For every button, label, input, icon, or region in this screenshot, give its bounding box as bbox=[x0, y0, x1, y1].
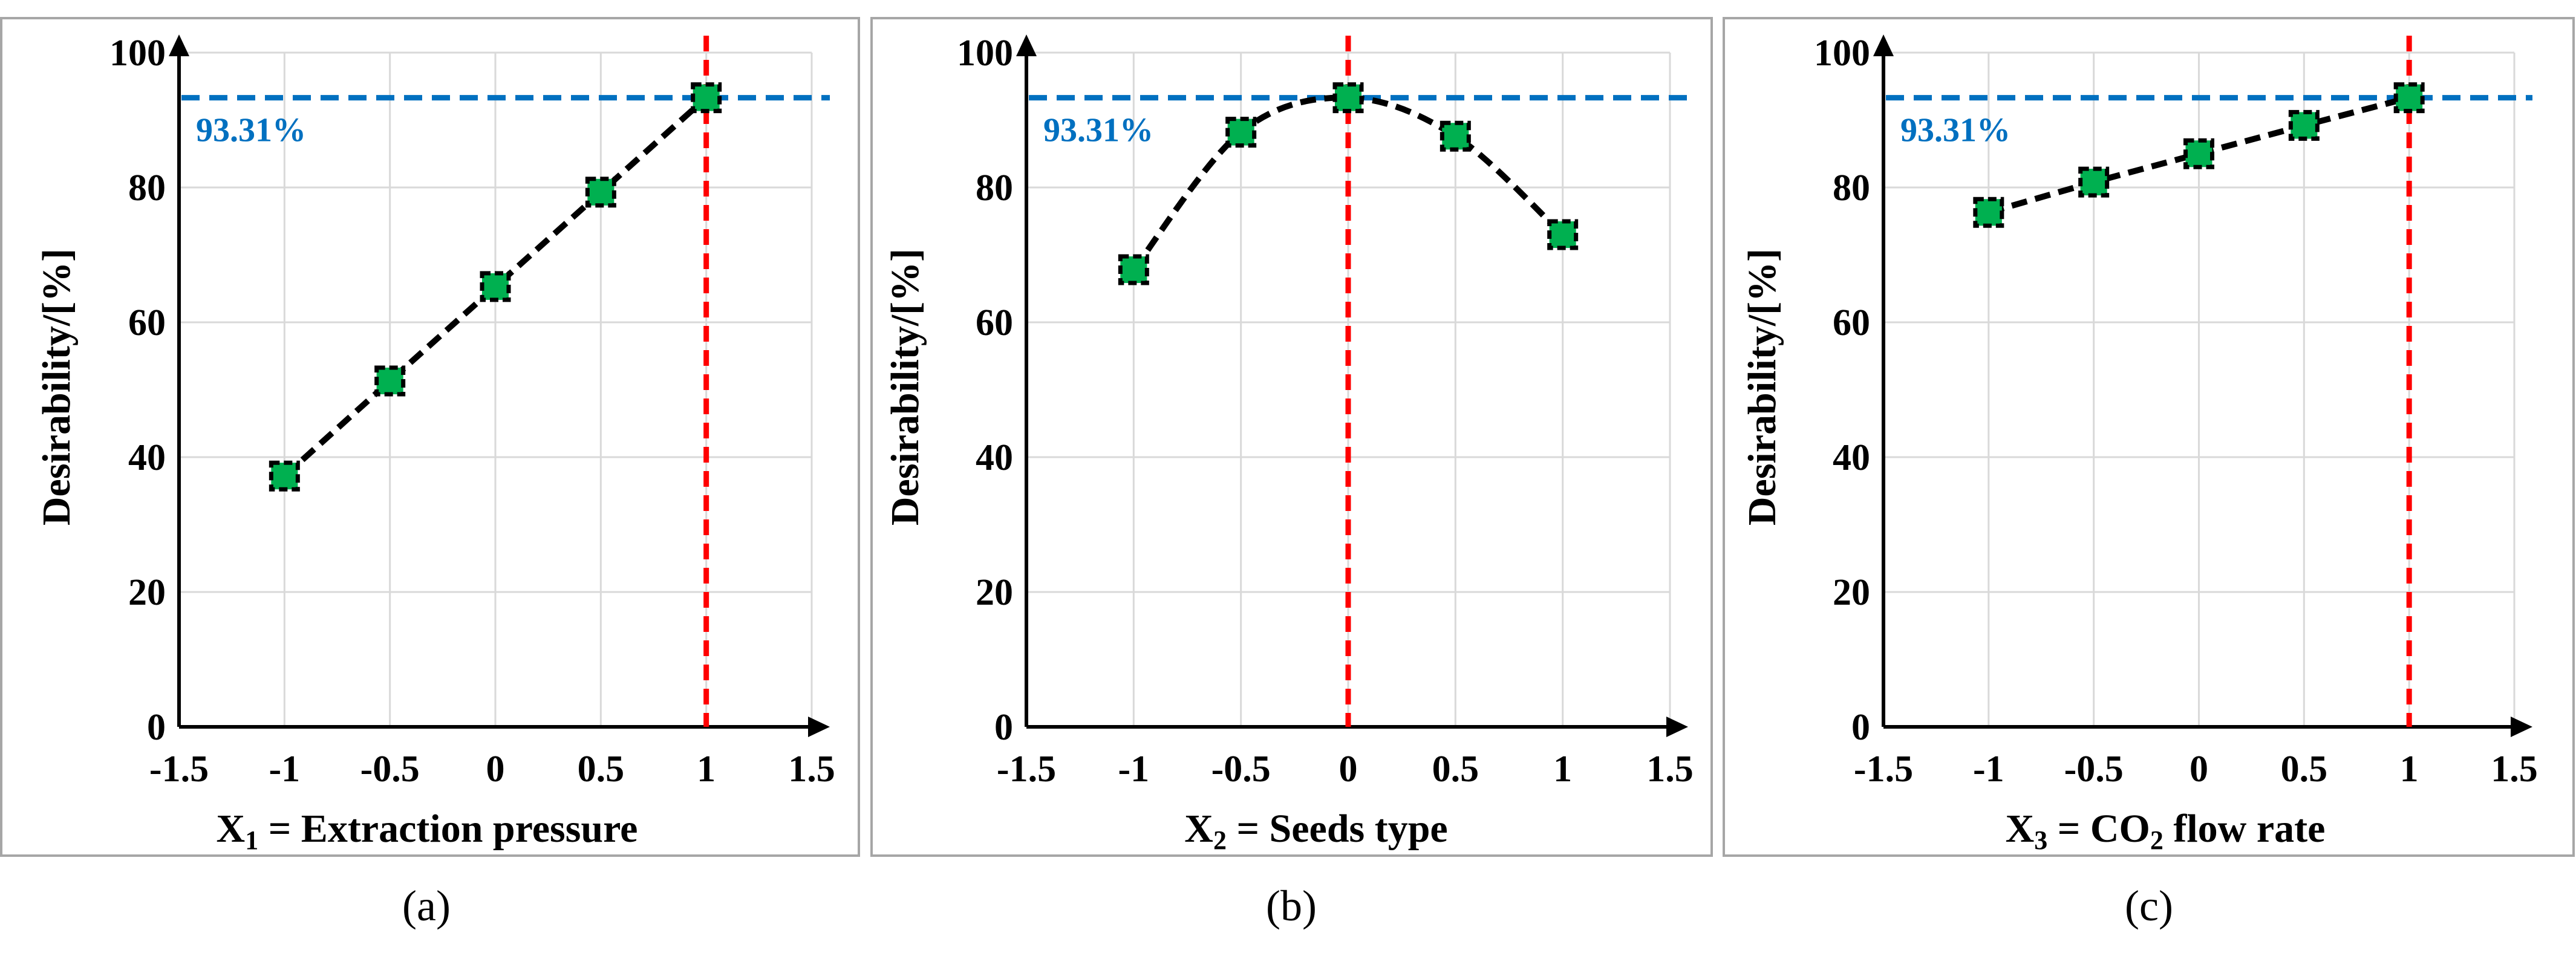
y-tick-label-c-5: 100 bbox=[1814, 33, 1870, 74]
plot-c: -1.5 -1 -0.5 0 0.5 1 1.5 0 20 40 60 80 100 93.31% bbox=[1814, 33, 2538, 790]
panel-a: -1.5 -1 -0.5 0 0.5 1 1.5 0 20 40 60 80 100 93.31% X1 … bbox=[0, 17, 860, 930]
x-tick-label-c-2: -0.5 bbox=[2064, 749, 2124, 790]
panel-c-frame bbox=[1723, 17, 2575, 857]
reference-label-a: 93.31% bbox=[196, 112, 306, 149]
y-tick-label-a-2: 40 bbox=[128, 437, 166, 478]
y-axis-arrow-a bbox=[169, 34, 189, 56]
y-tick-label-c-3: 60 bbox=[1833, 302, 1870, 343]
y-tick-label-c-0: 0 bbox=[1851, 707, 1870, 748]
y-tick-label-b-1: 20 bbox=[976, 572, 1013, 613]
series-line-b-0 bbox=[1131, 94, 1565, 272]
x-tick-label-b-6: 1.5 bbox=[1646, 749, 1694, 790]
x-tick-label-a-4: 0.5 bbox=[578, 749, 625, 790]
data-point-a-0 bbox=[269, 460, 300, 492]
data-point-b-0 bbox=[1118, 254, 1149, 285]
x-axis-arrow-a bbox=[808, 717, 830, 737]
panel-a-frame bbox=[0, 17, 860, 857]
y-axis-arrow-c bbox=[1873, 34, 1894, 56]
panel-c: -1.5 -1 -0.5 0 0.5 1 1.5 0 20 40 60 80 100 93.31% X3 … bbox=[1723, 17, 2575, 930]
data-point-c-4 bbox=[2393, 82, 2425, 114]
panel-label-a: (a) bbox=[402, 882, 451, 930]
data-point-c-0 bbox=[1973, 197, 2004, 228]
x-tick-label-c-0: -1.5 bbox=[1854, 749, 1913, 790]
data-point-c-3 bbox=[2288, 109, 2320, 141]
y-axis-title-b: Desirability/[%] bbox=[883, 249, 927, 525]
x-tick-label-a-0: -1.5 bbox=[149, 749, 209, 790]
y-tick-label-c-4: 80 bbox=[1833, 168, 1870, 209]
x-tick-label-a-1: -1 bbox=[269, 749, 301, 790]
data-point-b-3 bbox=[1440, 120, 1471, 152]
data-point-b-4 bbox=[1547, 219, 1579, 250]
y-axis-title-c: Desirability/[%] bbox=[1740, 249, 1784, 525]
y-tick-label-c-2: 40 bbox=[1833, 437, 1870, 478]
y-tick-label-a-0: 0 bbox=[147, 707, 166, 748]
x-tick-label-b-5: 1 bbox=[1553, 749, 1572, 790]
data-point-a-3 bbox=[585, 177, 616, 208]
x-tick-label-b-1: -1 bbox=[1118, 749, 1150, 790]
plot-b: -1.5 -1 -0.5 0 0.5 1 1.5 0 20 40 60 80 100 93.31% bbox=[957, 33, 1694, 790]
y-tick-label-b-2: 40 bbox=[976, 437, 1013, 478]
x-tick-label-a-6: 1.5 bbox=[788, 749, 835, 790]
y-tick-label-a-1: 20 bbox=[128, 572, 166, 613]
y-axis-arrow-b bbox=[1016, 34, 1037, 56]
x-tick-label-b-4: 0.5 bbox=[1432, 749, 1479, 790]
y-tick-label-a-4: 80 bbox=[128, 168, 166, 209]
x-axis-title-b: X2 = Seeds type bbox=[1184, 807, 1447, 855]
x-axis-title-c: X3 = CO2 flow rate bbox=[2006, 807, 2326, 855]
y-tick-label-b-3: 60 bbox=[976, 302, 1013, 343]
panel-b: -1.5 -1 -0.5 0 0.5 1 1.5 0 20 40 60 80 100 93.31% X2 … bbox=[870, 17, 1713, 930]
panel-b-frame bbox=[870, 17, 1713, 857]
y-tick-label-b-5: 100 bbox=[957, 33, 1013, 74]
y-tick-label-a-3: 60 bbox=[128, 302, 166, 343]
plot-a: -1.5 -1 -0.5 0 0.5 1 1.5 0 20 40 60 80 100 93.31% bbox=[109, 33, 835, 790]
panel-label-c: (c) bbox=[2125, 882, 2173, 930]
reference-label-c: 93.31% bbox=[1900, 112, 2010, 149]
x-tick-label-c-6: 1.5 bbox=[2491, 749, 2538, 790]
series-line-a-0 bbox=[282, 95, 709, 478]
x-tick-label-a-5: 1 bbox=[697, 749, 716, 790]
x-tick-label-c-3: 0 bbox=[2190, 749, 2208, 790]
x-tick-label-c-4: 0.5 bbox=[2281, 749, 2328, 790]
x-axis-arrow-c bbox=[2511, 717, 2532, 737]
x-tick-label-b-2: -0.5 bbox=[1211, 749, 1271, 790]
y-tick-label-b-0: 0 bbox=[994, 707, 1013, 748]
data-point-a-4 bbox=[691, 82, 722, 114]
x-tick-label-c-5: 1 bbox=[2400, 749, 2419, 790]
x-tick-label-a-3: 0 bbox=[486, 749, 505, 790]
x-axis-arrow-b bbox=[1666, 717, 1688, 737]
y-tick-label-a-5: 100 bbox=[109, 33, 166, 74]
x-tick-label-b-0: -1.5 bbox=[997, 749, 1056, 790]
reference-label-b: 93.31% bbox=[1043, 112, 1153, 149]
panel-label-b: (b) bbox=[1266, 882, 1317, 930]
x-axis-title-a: X1 = Extraction pressure bbox=[217, 807, 638, 855]
x-tick-label-b-3: 0 bbox=[1339, 749, 1358, 790]
y-axis-title-a: Desirability/[%] bbox=[34, 249, 79, 525]
y-tick-label-b-4: 80 bbox=[976, 168, 1013, 209]
data-point-b-1 bbox=[1225, 117, 1257, 148]
x-tick-label-c-1: -1 bbox=[1973, 749, 2004, 790]
data-point-a-2 bbox=[480, 271, 511, 302]
data-point-b-2 bbox=[1332, 82, 1364, 114]
data-point-c-2 bbox=[2183, 138, 2214, 169]
data-point-a-1 bbox=[374, 365, 406, 397]
x-tick-label-a-2: -0.5 bbox=[360, 749, 420, 790]
data-point-c-1 bbox=[2078, 166, 2110, 198]
y-tick-label-c-1: 20 bbox=[1833, 572, 1870, 613]
